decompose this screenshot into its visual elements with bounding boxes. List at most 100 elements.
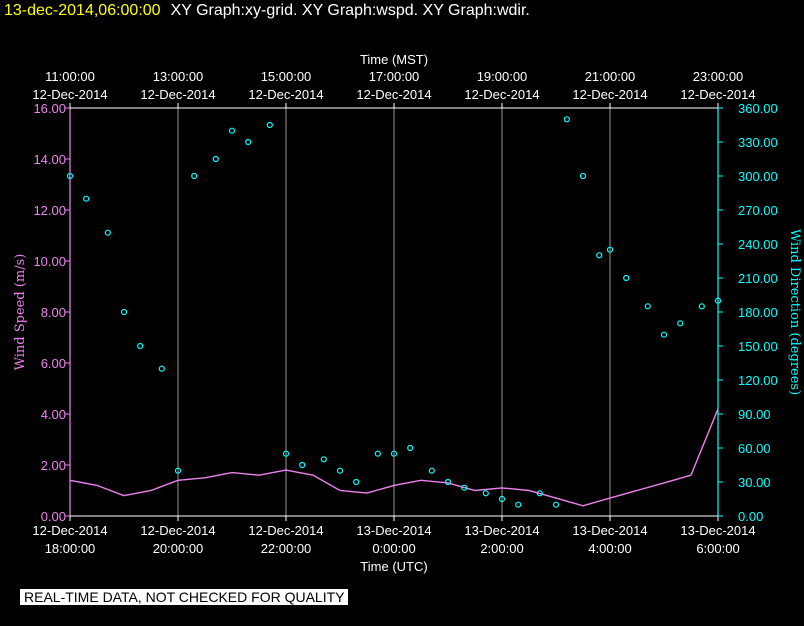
y-tick-label-right: 180.00 bbox=[738, 305, 778, 320]
wind-direction-point bbox=[104, 229, 111, 236]
axes bbox=[65, 103, 723, 521]
x-tick-label: 4:00:00 bbox=[588, 541, 631, 556]
timestamp: 13-dec-2014,06:00:00 bbox=[4, 2, 161, 19]
x-tick-label: 0:00:00 bbox=[372, 541, 415, 556]
x-tick-label: 12-Dec-2014 bbox=[356, 87, 431, 102]
wind-direction-point bbox=[623, 274, 630, 282]
wind-direction-point bbox=[644, 303, 651, 310]
x-tick-label: 12-Dec-2014 bbox=[140, 523, 215, 538]
wind-direction-point bbox=[606, 246, 614, 253]
y-tick-label-left: 6.00 bbox=[41, 356, 66, 371]
y-tick-label-left: 4.00 bbox=[41, 407, 66, 422]
x-tick-label: 12-Dec-2014 bbox=[32, 523, 107, 538]
x-tick-label: 12-Dec-2014 bbox=[32, 87, 107, 102]
x-tick-label: 12-Dec-2014 bbox=[140, 87, 215, 102]
wind-direction-point bbox=[660, 331, 668, 338]
wind-direction-point bbox=[444, 478, 452, 486]
wind-direction-point bbox=[482, 490, 489, 497]
left-axis-label: Wind Speed (m/s) bbox=[13, 254, 28, 371]
x-tick-label: 12-Dec-2014 bbox=[464, 87, 539, 102]
wind-direction-point bbox=[677, 320, 684, 327]
plot-area bbox=[66, 116, 722, 508]
axis-labels: 12-Dec-2014 18:00:00 11:00:00 12-Dec-2014 12… bbox=[13, 52, 802, 574]
wind-direction-point bbox=[374, 450, 381, 457]
y-tick-label-right: 270.00 bbox=[738, 203, 778, 218]
wind-direction-point bbox=[563, 116, 570, 123]
y-tick-label-right: 150.00 bbox=[738, 339, 778, 354]
y-tick-label-right: 60.00 bbox=[738, 441, 771, 456]
y-tick-label-left: 12.00 bbox=[33, 203, 66, 218]
quality-banner: REAL-TIME DATA, NOT CHECKED FOR QUALITY bbox=[20, 589, 349, 605]
x-tick-label: 13-Dec-2014 bbox=[680, 523, 755, 538]
y-tick-label-left: 0.00 bbox=[41, 509, 66, 524]
wind-direction-point bbox=[407, 444, 414, 452]
wind-direction-point bbox=[228, 127, 236, 134]
x-tick-label: 6:00:00 bbox=[696, 541, 739, 556]
x-tick-label: 23:00:00 bbox=[693, 69, 744, 84]
y-tick-label-right: 120.00 bbox=[738, 373, 778, 388]
y-tick-label-left: 14.00 bbox=[33, 152, 66, 167]
wind-direction-point bbox=[596, 252, 603, 259]
right-axis-label: Wind Direction (degrees) bbox=[787, 229, 802, 395]
wind-direction-point bbox=[245, 138, 252, 146]
y-tick-label-left: 10.00 bbox=[33, 254, 66, 269]
y-tick-label-right: 360.00 bbox=[738, 101, 778, 116]
graph-title: XY Graph:xy-grid. XY Graph:wspd. XY Grap… bbox=[170, 2, 530, 19]
wind-direction-point bbox=[174, 467, 182, 474]
x-axis-label: Time (MST) bbox=[360, 52, 428, 67]
y-tick-label-left: 2.00 bbox=[41, 458, 66, 473]
y-tick-label-right: 300.00 bbox=[738, 169, 778, 184]
x-tick-label: 13-Dec-2014 bbox=[464, 523, 539, 538]
x-tick-label: 12-Dec-2014 bbox=[248, 523, 323, 538]
wind-speed-line bbox=[69, 408, 719, 507]
y-tick-label-right: 210.00 bbox=[738, 271, 778, 286]
wind-direction-point bbox=[336, 467, 344, 474]
y-tick-label-left: 8.00 bbox=[41, 305, 66, 320]
x-tick-label: 18:00:00 bbox=[45, 541, 96, 556]
wind-direction-point bbox=[461, 484, 468, 491]
wind-direction-point bbox=[137, 342, 144, 350]
wind-direction-point bbox=[120, 308, 128, 316]
wind-direction-point bbox=[83, 195, 90, 202]
y-tick-label-right: 30.00 bbox=[738, 475, 771, 490]
wind-direction-point bbox=[212, 155, 219, 163]
x-tick-label: 12-Dec-2014 bbox=[680, 87, 755, 102]
x-tick-label: 21:00:00 bbox=[585, 69, 636, 84]
chart-header: 13-dec-2014,06:00:00 XY Graph:xy-grid. XY… bbox=[4, 2, 530, 20]
wind-direction-point bbox=[552, 501, 560, 508]
y-tick-label-right: 330.00 bbox=[738, 135, 778, 150]
wind-direction-point bbox=[698, 303, 705, 310]
grid bbox=[177, 108, 611, 516]
x-tick-label: 13:00:00 bbox=[153, 69, 204, 84]
wind-direction-point bbox=[66, 172, 74, 180]
wind-direction-point bbox=[390, 450, 398, 457]
wind-direction-point bbox=[353, 478, 360, 486]
wind-direction-point bbox=[515, 501, 522, 508]
wind-direction-point bbox=[320, 456, 327, 463]
x-tick-label: 19:00:00 bbox=[477, 69, 528, 84]
wind-direction-point bbox=[428, 467, 435, 474]
wind-direction-point bbox=[191, 172, 198, 180]
wind-direction-point bbox=[282, 450, 290, 457]
wind-direction-point bbox=[536, 490, 543, 497]
x-tick-label: 2:00:00 bbox=[480, 541, 523, 556]
x-tick-label: 13-Dec-2014 bbox=[356, 523, 431, 538]
wind-direction-point bbox=[299, 461, 306, 469]
wind-direction-point bbox=[714, 297, 722, 304]
wind-direction-point bbox=[158, 365, 165, 372]
x-tick-label: 13-Dec-2014 bbox=[572, 523, 647, 538]
y-tick-label-right: 240.00 bbox=[738, 237, 778, 252]
x-tick-label: 12-Dec-2014 bbox=[248, 87, 323, 102]
x-tick-label: 22:00:00 bbox=[261, 541, 312, 556]
x-tick-label: 15:00:00 bbox=[261, 69, 312, 84]
x-axis-label: Time (UTC) bbox=[360, 559, 427, 574]
y-tick-label-left: 16.00 bbox=[33, 101, 66, 116]
x-tick-label: 20:00:00 bbox=[153, 541, 204, 556]
wind-direction-point bbox=[579, 172, 587, 180]
wind-direction-point bbox=[266, 121, 273, 129]
y-tick-label-right: 0.00 bbox=[738, 509, 763, 524]
y-tick-label-right: 90.00 bbox=[738, 407, 771, 422]
wind-direction-point bbox=[498, 495, 506, 503]
x-tick-label: 12-Dec-2014 bbox=[572, 87, 647, 102]
